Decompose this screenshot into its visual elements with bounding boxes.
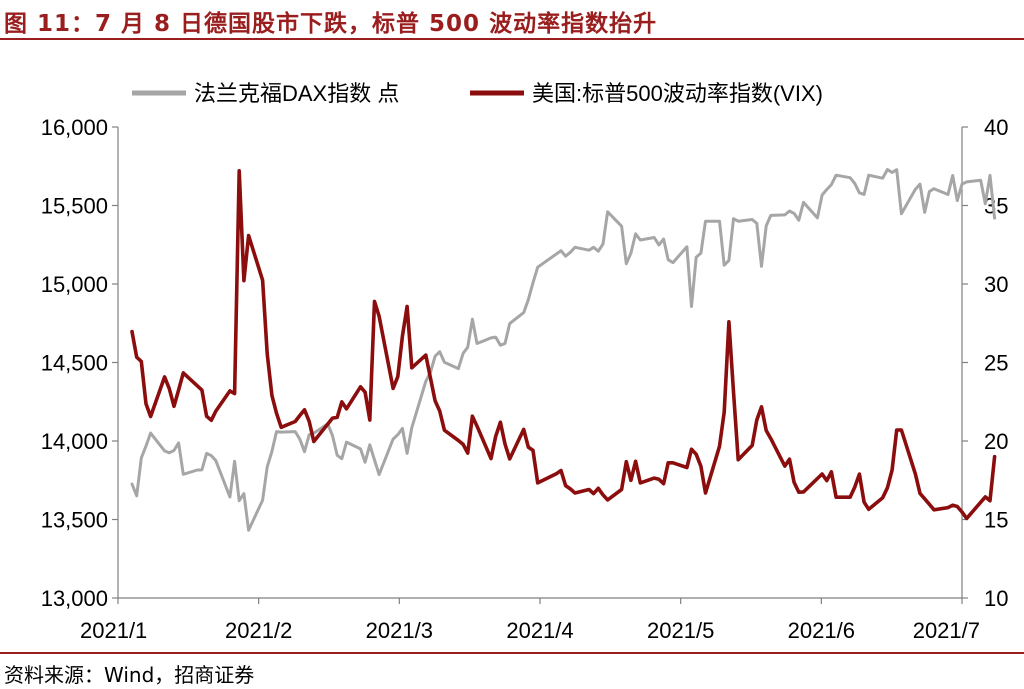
right-tick-label: 40 bbox=[984, 115, 1008, 140]
dual-axis-line-chart: 13,000 13,500 14,000 14,500 15,000 15,500 16,0… bbox=[41, 81, 1009, 643]
figure-title: 图 11：7 月 8 日德国股市下跌，标普 500 波动率指数抬升 bbox=[4, 11, 658, 37]
vix-series-line bbox=[130, 169, 997, 521]
source-rule bbox=[0, 652, 1024, 654]
x-tick-label: 2021/5 bbox=[647, 618, 714, 643]
left-tick-label: 15,000 bbox=[41, 272, 108, 297]
left-tick-label: 13,500 bbox=[41, 508, 108, 533]
x-tick-label: 2021/1 bbox=[80, 618, 147, 643]
dax-series-line bbox=[130, 168, 997, 532]
title-rule bbox=[0, 38, 1024, 40]
chart-series bbox=[130, 168, 997, 532]
right-tick-label: 30 bbox=[984, 272, 1008, 297]
left-tick-label: 14,000 bbox=[41, 429, 108, 454]
left-tick-label: 16,000 bbox=[41, 115, 108, 140]
dax-legend-label: 法兰克福DAX指数 点 bbox=[194, 81, 399, 106]
right-tick-label: 20 bbox=[984, 429, 1008, 454]
x-tick-label: 2021/2 bbox=[225, 618, 292, 643]
right-tick-label: 25 bbox=[984, 351, 1008, 376]
title-bar: 图 11：7 月 8 日德国股市下跌，标普 500 波动率指数抬升 bbox=[0, 0, 1024, 40]
left-tick-label: 13,000 bbox=[41, 586, 108, 611]
source-note: 资料来源：Wind，招商证券 bbox=[4, 663, 255, 687]
x-tick-label: 2021/7 bbox=[913, 618, 980, 643]
vix-legend-label: 美国:标普500波动率指数(VIX) bbox=[532, 81, 823, 106]
x-tick-label: 2021/3 bbox=[366, 618, 433, 643]
right-tick-label: 35 bbox=[984, 194, 1008, 219]
chart-axes: 13,000 13,500 14,000 14,500 15,000 15,500 16,0… bbox=[41, 115, 1009, 643]
right-tick-label: 15 bbox=[984, 508, 1008, 533]
x-tick-label: 2021/6 bbox=[788, 618, 855, 643]
right-tick-label: 10 bbox=[984, 586, 1008, 611]
left-tick-label: 15,500 bbox=[41, 194, 108, 219]
left-tick-label: 14,500 bbox=[41, 351, 108, 376]
chart-legend: 法兰克福DAX指数 点 美国:标普500波动率指数(VIX) bbox=[132, 81, 823, 106]
x-tick-label: 2021/4 bbox=[506, 618, 573, 643]
